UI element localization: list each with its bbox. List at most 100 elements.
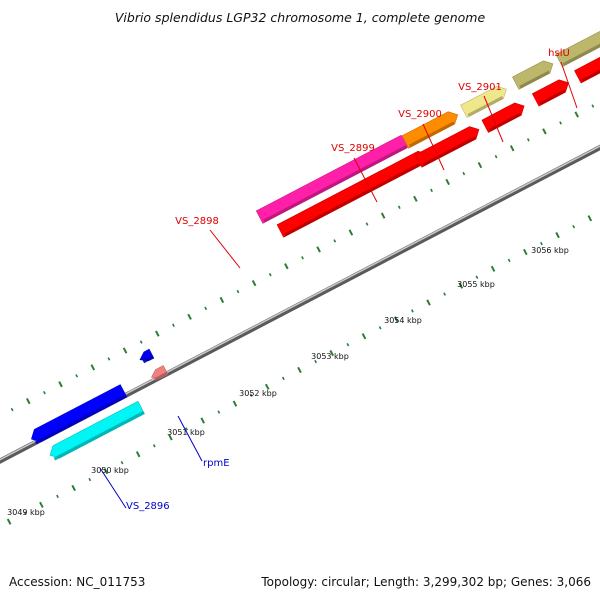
lower-tick [507,258,511,263]
gene-label-rpme: rpmE [203,458,230,469]
upper-tick [10,407,14,412]
upper-tick [542,128,547,135]
lower-tick [264,383,270,390]
lower-tick [587,215,593,222]
lower-tick [249,393,253,397]
label-leaders [99,61,578,509]
lower-tick [329,349,335,357]
gene-vs-2896[interactable] [49,400,145,461]
lower-tick [555,231,560,239]
upper-tick [42,390,46,395]
gene-label-vs-2898: VS_2898 [175,216,219,227]
lower-tick [378,326,382,330]
lower-tick [540,241,543,246]
lower-tick [120,460,124,465]
lower-tick [410,309,414,313]
upper-tick [139,340,143,344]
leader-vs-2900 [422,123,445,171]
upper-tick [284,263,289,270]
upper-tick [155,330,160,337]
gene-rpme[interactable] [139,348,155,364]
gene-label-hslu: hslU [548,48,570,59]
kbp-label: 3056 kbp [531,246,569,255]
upper-tick [204,306,208,311]
leader-vs-2898 [209,229,241,269]
lower-tick [393,316,399,323]
gene-vs-2899-cds[interactable] [414,126,480,168]
upper-tick [122,347,128,354]
kbp-label: 3050 kbp [91,466,129,475]
upper-tick [333,239,337,243]
upper-tick [75,374,79,378]
backbone-highlight [0,145,600,461]
lower-tick [71,484,76,492]
lower-tick [346,342,350,347]
upper-tick [380,212,386,219]
lower-tick [217,410,221,414]
kbp-label: 3051 kbp [167,428,205,437]
upper-tick [301,256,304,260]
upper-tick [462,171,466,176]
lower-tick [39,501,44,508]
upper-tick [25,397,31,405]
lower-tick [23,511,27,515]
lower-tick [135,451,141,458]
leader-rpme [177,415,203,462]
lower-tick [426,299,431,306]
gene-labels: VS_2896 rpmE VS_2898 VS_2899 VS_2900 VS_2901 h… [126,48,570,512]
gene-hslu[interactable] [555,21,600,68]
gene-hslu-cds[interactable] [574,41,600,84]
upper-tick [268,272,272,277]
kbp-label: 3055 kbp [457,280,495,289]
leader-vs-2899 [353,157,378,203]
leader-hslu [560,61,578,109]
upper-tick [236,289,240,294]
upper-tick [58,381,63,388]
kbp-labels: 3049 kbp 3050 kbp 3051 kbp 3052 kbp 3053 kbp… [7,246,569,517]
backbone-line [0,144,600,464]
kbp-label: 3052 kbp [239,389,277,398]
lower-tick [281,376,285,381]
gene-vs-2900[interactable] [460,85,507,119]
upper-tick [574,111,579,118]
lower-tick [297,366,302,374]
upper-tick [430,188,433,193]
upper-tick [172,323,175,327]
leader-vs-2901 [483,95,504,143]
upper-tick [397,205,401,209]
lower-tick [6,518,12,525]
kbp-label: 3053 kbp [311,352,349,361]
upper-tick [413,195,418,202]
gene-vs-2901[interactable] [511,60,554,90]
gene-label-vs-2900: VS_2900 [398,109,442,120]
lower-tick [458,282,464,289]
gene-features[interactable] [0,21,600,461]
lower-tick [168,434,173,441]
gene-label-vs-2896: VS_2896 [126,501,170,512]
lower-tick [88,477,92,482]
upper-tick [509,145,515,152]
upper-tick [559,121,562,125]
gene-label-vs-2899: VS_2899 [331,143,375,154]
lower-tick [185,427,188,431]
lower-tick [572,224,576,229]
lower-tick [490,265,496,272]
upper-tick [219,296,225,304]
kbp-label: 3049 kbp [7,508,45,517]
gene-label-vs-2901: VS_2901 [458,82,502,93]
upper-tick [316,246,321,253]
gene-rpme-cds[interactable] [151,365,169,381]
gene-vs-2901-cds[interactable] [531,79,569,107]
leader-vs-2896 [99,467,127,509]
map-title: Vibrio splendidus LGP32 chromosome 1, co… [114,10,486,25]
upper-tick [90,364,96,371]
gene-vs-2899[interactable] [401,111,459,149]
upper-tick [187,313,192,320]
gene-gene-blue-big[interactable] [31,384,128,445]
upper-tick [477,161,483,169]
kbp-label: 3054 kbp [384,316,422,325]
lower-tick [200,417,205,424]
lower-tick [523,248,528,256]
upper-tick [591,104,595,108]
